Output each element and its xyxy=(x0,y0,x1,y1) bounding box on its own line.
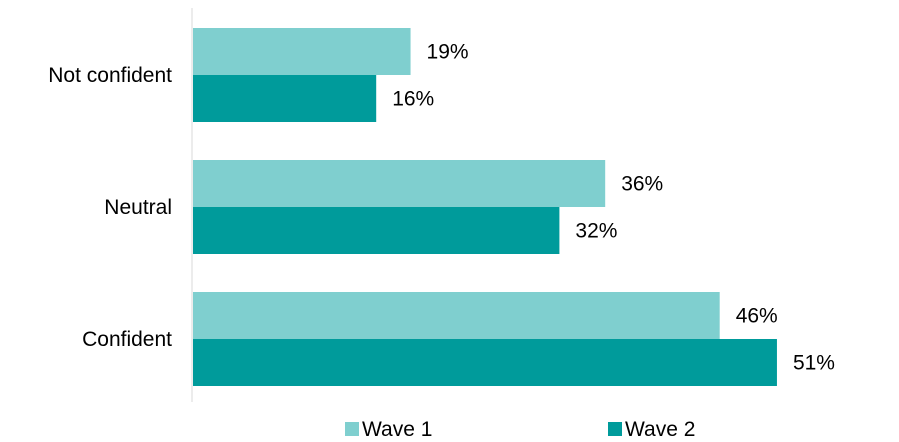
bars-group xyxy=(193,28,777,386)
data-label: 36% xyxy=(621,173,663,196)
legend-label: Wave 2 xyxy=(625,418,695,441)
category-label: Not confident xyxy=(48,64,172,87)
category-label: Confident xyxy=(82,328,172,351)
bar-not-confident-wave-2 xyxy=(193,75,377,122)
legend-label: Wave 1 xyxy=(362,418,432,441)
data-labels: 19% 16% 36% 32% 46% 51% xyxy=(392,41,835,375)
bar-confident-wave-1 xyxy=(193,292,720,339)
data-label: 32% xyxy=(575,220,617,243)
bar-confident-wave-2 xyxy=(193,339,777,386)
legend-swatch xyxy=(345,422,359,436)
category-labels: Not confident Neutral Confident xyxy=(48,64,172,351)
legend-swatch xyxy=(608,422,622,436)
data-label: 16% xyxy=(392,88,434,111)
legend: Wave 1 Wave 2 xyxy=(345,418,695,441)
category-label: Neutral xyxy=(104,196,172,219)
data-label: 19% xyxy=(427,41,469,64)
bar-neutral-wave-2 xyxy=(193,207,560,254)
bar-neutral-wave-1 xyxy=(193,160,606,207)
data-label: 51% xyxy=(793,352,835,375)
bar-not-confident-wave-1 xyxy=(193,28,411,75)
data-label: 46% xyxy=(736,305,778,328)
